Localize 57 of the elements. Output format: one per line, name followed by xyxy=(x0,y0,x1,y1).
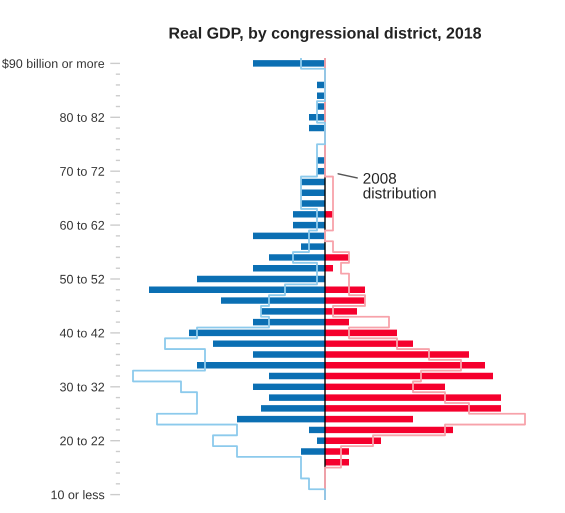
bar xyxy=(197,362,325,368)
bar xyxy=(269,372,325,380)
bar xyxy=(325,264,333,272)
bar xyxy=(213,340,325,347)
bar xyxy=(325,394,501,401)
bar xyxy=(309,124,325,132)
bar xyxy=(325,405,501,412)
bar xyxy=(325,308,357,315)
bar xyxy=(325,351,469,358)
bar xyxy=(237,416,325,422)
bar xyxy=(253,60,325,67)
bar xyxy=(301,190,325,196)
bar xyxy=(301,200,325,207)
y-tick-label: 10 or less xyxy=(51,490,104,500)
bar xyxy=(301,243,325,250)
bar xyxy=(325,318,349,326)
bar xyxy=(253,264,325,272)
bar xyxy=(317,437,325,444)
bar xyxy=(325,384,445,390)
bar xyxy=(269,254,325,261)
y-tick-label: 70 to 72 xyxy=(60,166,104,176)
bar xyxy=(149,286,325,294)
bar xyxy=(253,318,325,326)
bar xyxy=(325,297,365,304)
bar xyxy=(325,330,397,336)
bar xyxy=(293,222,325,228)
bar xyxy=(309,426,325,434)
y-tick-label: $90 billion or more xyxy=(2,58,104,69)
y-tick-label: 60 to 62 xyxy=(60,220,104,230)
y-tick-label: 80 to 82 xyxy=(60,113,104,122)
y-tick-label: 20 to 22 xyxy=(60,436,104,446)
y-tick-label: 40 to 42 xyxy=(60,328,104,338)
y-tick-label: 50 to 52 xyxy=(60,274,104,284)
bar xyxy=(325,426,453,434)
bar xyxy=(221,297,325,304)
bar xyxy=(261,405,325,412)
bar xyxy=(189,330,325,336)
bar xyxy=(325,362,485,368)
bar xyxy=(269,394,325,401)
bar xyxy=(253,384,325,390)
bar xyxy=(325,286,365,294)
bar xyxy=(301,178,325,186)
bar xyxy=(253,232,325,240)
bar xyxy=(261,308,325,315)
bar xyxy=(325,340,413,347)
bar xyxy=(197,276,325,282)
bar xyxy=(325,459,349,466)
bar xyxy=(325,416,413,422)
bar xyxy=(253,351,325,358)
bar xyxy=(325,254,349,261)
annotation: 2008 distribution xyxy=(363,172,436,199)
bar xyxy=(325,437,381,444)
bar xyxy=(293,211,325,218)
bar xyxy=(325,372,493,380)
chart-title: Real GDP, by congressional district, 2018 xyxy=(170,26,482,42)
y-tick-label: 30 to 32 xyxy=(60,382,104,392)
bar xyxy=(301,448,325,455)
